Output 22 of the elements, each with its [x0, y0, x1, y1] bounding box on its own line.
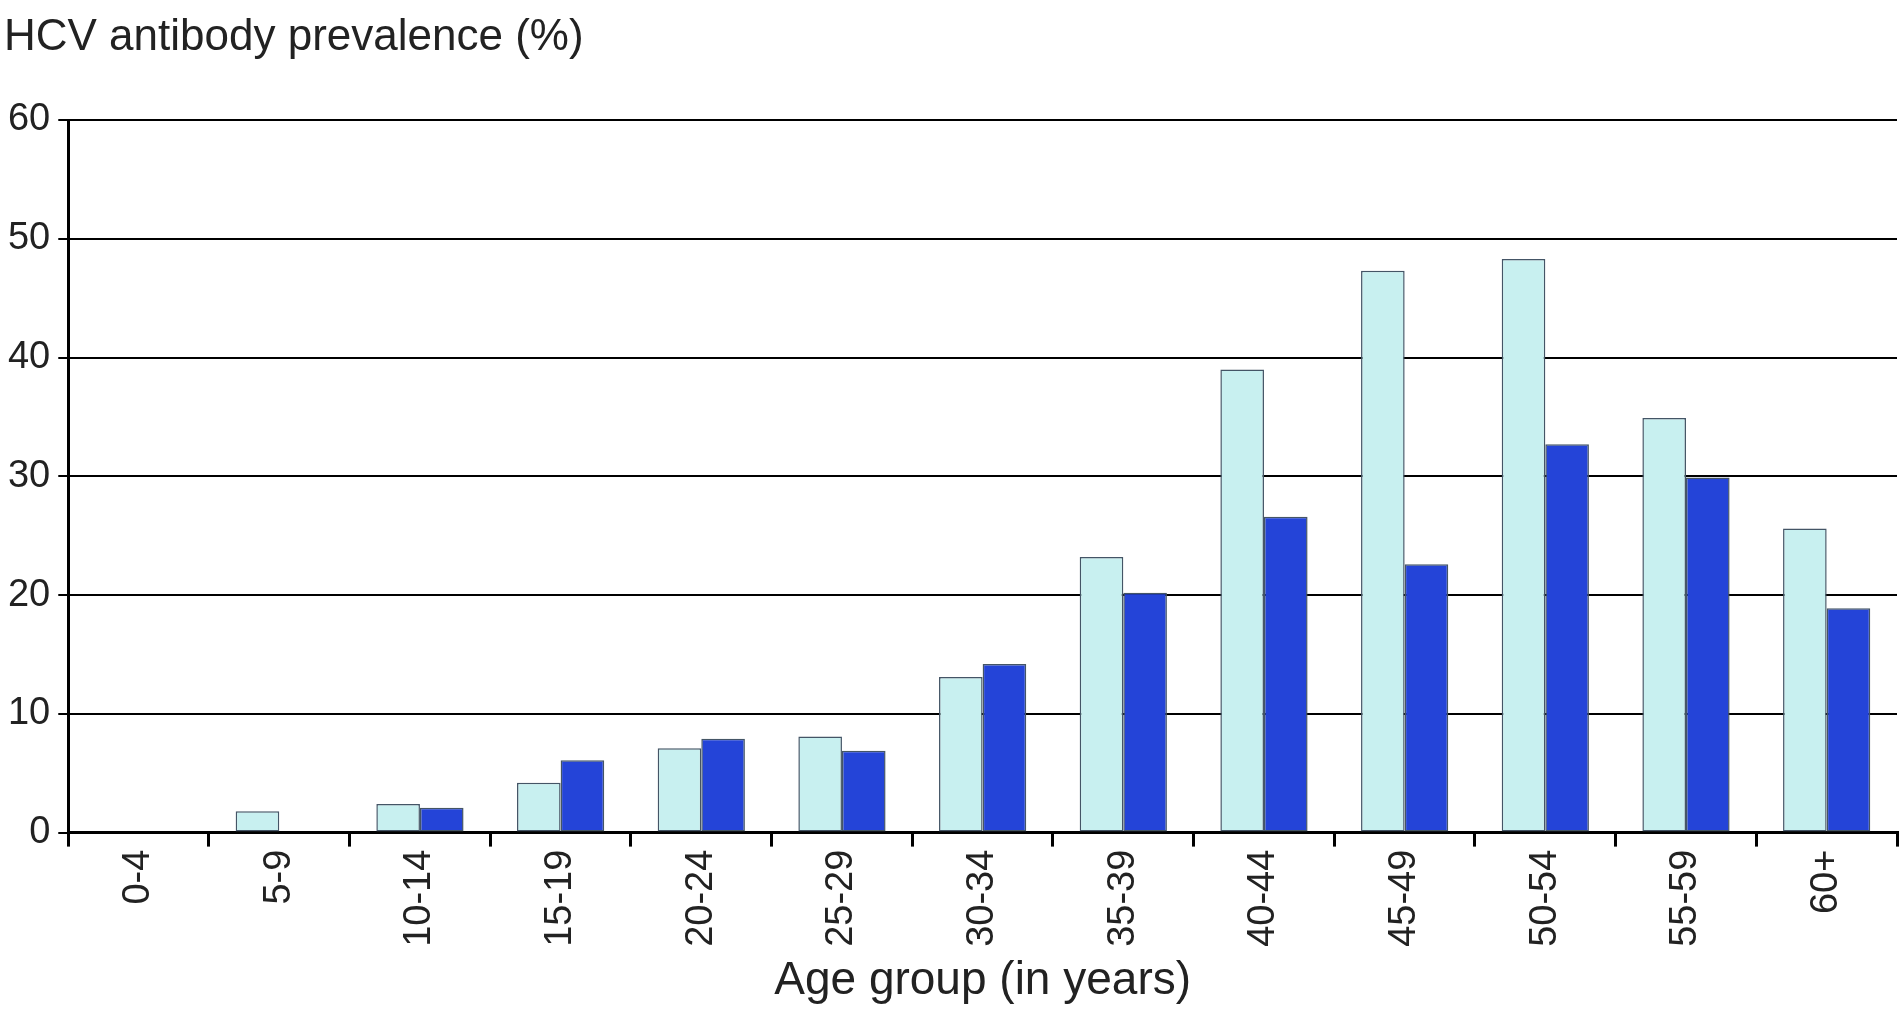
x-axis-title: Age group (in years) — [774, 952, 1192, 1005]
y-tick-label: 30 — [7, 452, 51, 495]
x-tick-label: 15-19 — [537, 849, 580, 947]
x-tick-label: 55-59 — [1662, 849, 1705, 947]
x-tick-label: 45-49 — [1381, 849, 1424, 947]
y-tick-label: 40 — [7, 334, 51, 377]
y-axis-title: HCV antibody prevalence (%) — [4, 10, 584, 60]
x-tick-label: 50-54 — [1521, 849, 1564, 947]
x-tick-label: 20-24 — [677, 849, 720, 947]
x-tick-label: 40-44 — [1240, 849, 1283, 947]
y-tick-label: 10 — [7, 690, 51, 733]
x-tick-label: 30-34 — [959, 849, 1002, 947]
y-tick-label: 60 — [7, 96, 51, 139]
x-tick-label: 35-39 — [1099, 849, 1142, 947]
x-tick-label: 60+ — [1803, 849, 1846, 915]
y-tick-label: 0 — [29, 809, 51, 852]
x-tick-label: 25-29 — [818, 849, 861, 947]
x-tick-label: 0-4 — [115, 849, 158, 905]
y-tick-label: 50 — [7, 215, 51, 258]
y-tick-label: 20 — [7, 571, 51, 614]
x-tick-label: 10-14 — [396, 849, 439, 947]
x-tick-label: 5-9 — [255, 849, 298, 905]
